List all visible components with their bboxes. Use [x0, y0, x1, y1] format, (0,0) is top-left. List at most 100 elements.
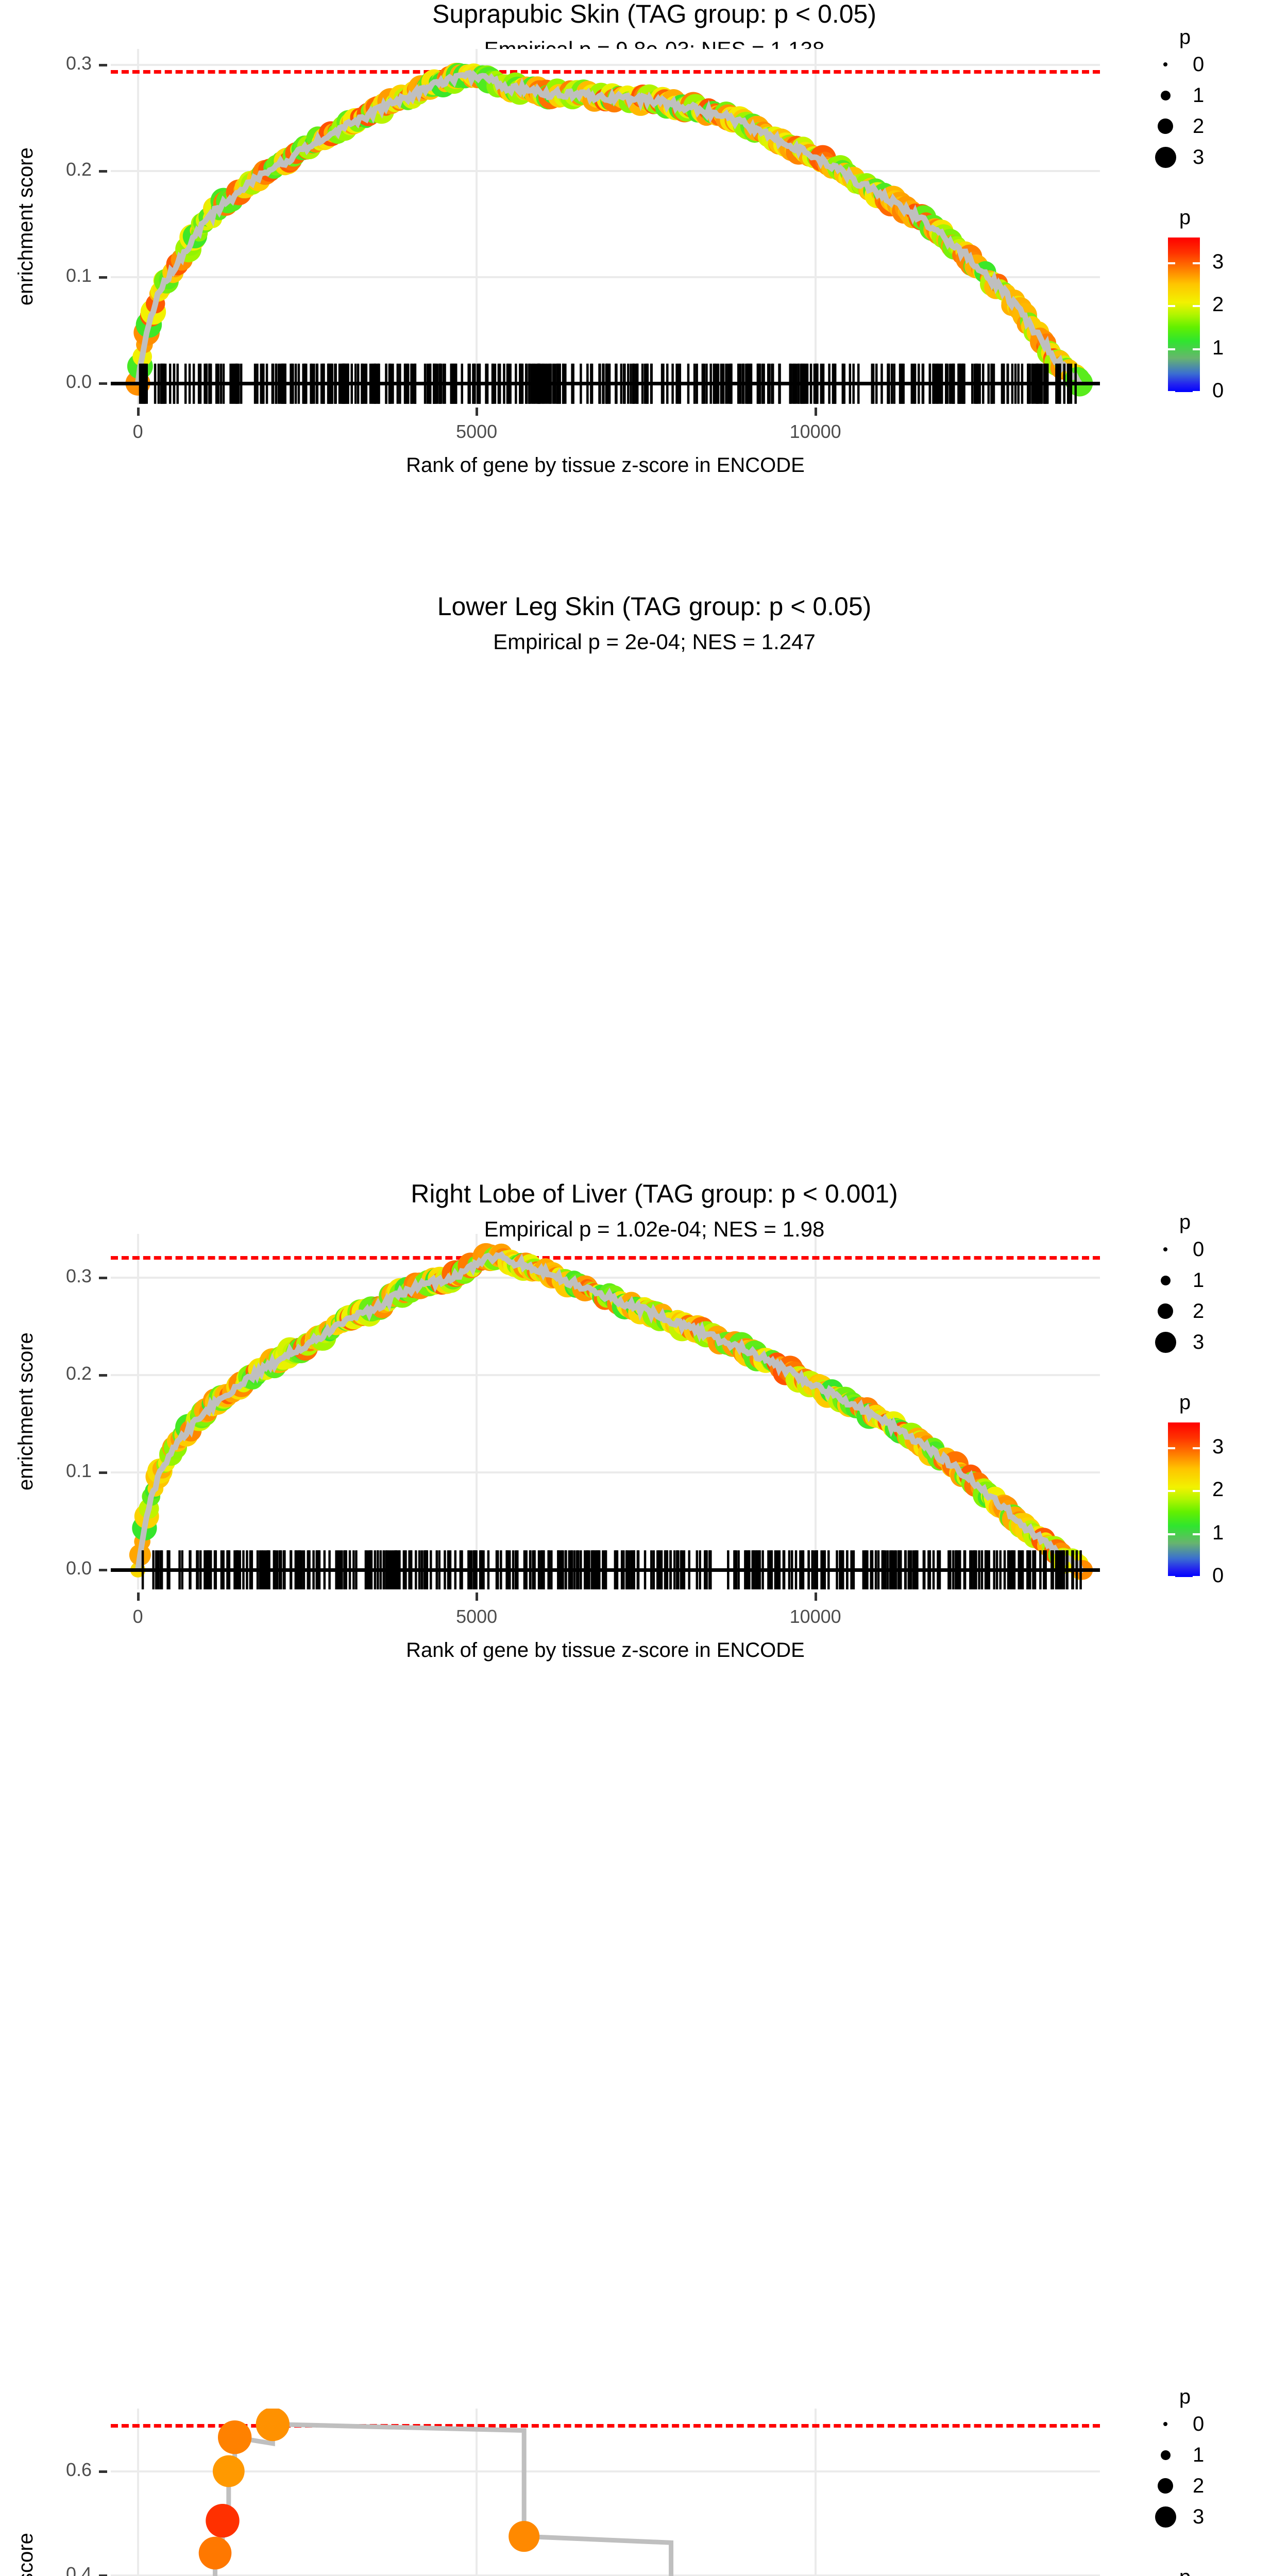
y-tick-label: 0.0: [65, 370, 92, 392]
y-tick-label: 0.4: [65, 2563, 92, 2576]
threshold-line: [111, 1256, 1100, 1260]
x-tick-label: 0: [132, 421, 143, 442]
color-legend-label: 3: [1212, 250, 1224, 273]
size-legend-dot: [1160, 2450, 1171, 2460]
gridline-vertical: [814, 49, 817, 404]
size-legend-dot: [1158, 2478, 1173, 2494]
panel-subtitle: Empirical p = 1.02e-04; NES = 1.98: [484, 1217, 825, 1241]
running-enrichment-line: [135, 1251, 1083, 1573]
color-legend-label: 0: [1212, 1564, 1224, 1587]
size-legend-title: p: [1179, 2385, 1191, 2408]
x-axis-label: Rank of gene by tissue z-score in ENCODE: [406, 454, 805, 477]
size-legend-label: 1: [1193, 1268, 1205, 1292]
color-legend-tick: [1193, 1576, 1200, 1578]
color-legend-label: 3: [1212, 1435, 1224, 1458]
gridline-vertical: [137, 1234, 139, 1589]
zero-baseline: [111, 1568, 1100, 1572]
y-tick-mark: [99, 382, 107, 385]
color-legend-label: 0: [1212, 379, 1224, 402]
color-gradient-bar: [1168, 238, 1200, 392]
size-legend-item: 2: [1146, 111, 1224, 142]
size-legend-dot: [1158, 118, 1173, 134]
size-legend-label: 0: [1193, 1238, 1205, 1261]
color-legend-tick: [1168, 391, 1175, 393]
x-axis-label: Rank of gene by tissue z-score in ENCODE: [406, 1639, 805, 1662]
color-legend-label: 1: [1212, 336, 1224, 359]
size-legend-dot: [1158, 1303, 1173, 1319]
x-tick-mark: [476, 1592, 479, 1601]
x-tick-mark: [137, 408, 140, 416]
size-legend-dot: [1160, 90, 1171, 100]
color-legend-tick: [1168, 348, 1175, 350]
y-tick-mark: [99, 1471, 107, 1475]
x-tick-mark: [137, 1592, 140, 1601]
size-legend-item: 3: [1146, 2501, 1224, 2532]
size-legend-title: p: [1179, 1211, 1191, 1233]
color-legend-label: 1: [1212, 1521, 1224, 1544]
size-legend-item: 3: [1146, 1327, 1224, 1358]
color-legend-tick: [1168, 305, 1175, 308]
color-legend-tick: [1193, 305, 1200, 308]
gridline-horizontal: [111, 63, 1100, 66]
gridline-horizontal: [111, 276, 1100, 278]
size-legend-item: 0: [1146, 2409, 1224, 2439]
gridline-horizontal: [111, 170, 1100, 172]
color-legend-label: 2: [1212, 1478, 1224, 1501]
x-tick-label: 5000: [456, 421, 498, 442]
panel-subtitle: Empirical p = 2e-04; NES = 1.247: [493, 630, 816, 654]
size-legend-label: 3: [1193, 145, 1205, 168]
size-legend-dot: [1155, 1331, 1176, 1353]
enrichment-point: [217, 2420, 252, 2454]
y-tick-label: 0.2: [65, 1363, 92, 1384]
color-legend-tick: [1168, 1533, 1175, 1535]
y-tick-mark: [99, 1569, 107, 1572]
color-legend-title: p: [1179, 206, 1191, 229]
size-legend-dot: [1163, 62, 1167, 66]
x-tick-label: 10000: [789, 1606, 841, 1627]
plot-area: [111, 1234, 1100, 1589]
size-legend-item: 3: [1146, 142, 1224, 173]
size-legend-label: 2: [1193, 114, 1205, 138]
color-legend-tick: [1193, 348, 1200, 350]
gridline-vertical: [814, 1234, 817, 1589]
gridline-vertical: [476, 1234, 478, 1589]
y-axis-label: enrichment score: [14, 2409, 38, 2576]
panel-right-lobe-of-liver: Right Lobe of Liver (TAG group: p < 0.00…: [0, 1180, 1288, 2576]
x-tick-label: 0: [132, 1606, 143, 1627]
enrichment-point: [212, 2455, 245, 2487]
size-legend-label: 3: [1193, 2505, 1205, 2528]
gridline-vertical: [137, 49, 139, 404]
size-legend-label: 0: [1193, 53, 1205, 76]
color-legend-tick: [1168, 1490, 1175, 1493]
color-legend-title: p: [1146, 2566, 1224, 2576]
size-legend-item: 2: [1146, 2470, 1224, 2501]
panel-suprapubic-skin: Suprapubic Skin (TAG group: p < 0.05)Emp…: [0, 0, 1288, 477]
color-gradient-bar: [1168, 1422, 1200, 1577]
size-legend-dot: [1155, 2506, 1176, 2528]
color-legend-tick: [1168, 262, 1175, 264]
size-legend-dot: [1163, 1247, 1167, 1251]
color-legend-tick: [1193, 391, 1200, 393]
y-tick-label: 0.1: [65, 264, 92, 286]
y-tick-label: 0.1: [65, 1460, 92, 1482]
size-legend-label: 1: [1193, 2443, 1205, 2466]
series-canvas: [129, 1243, 1093, 1589]
y-tick-label: 0.2: [65, 158, 92, 180]
y-axis-label: enrichment score: [14, 147, 37, 306]
color-legend-tick: [1168, 1576, 1175, 1578]
running-enrichment-line: [135, 70, 1082, 385]
gridline-vertical: [476, 49, 478, 404]
size-legend-label: 2: [1193, 2474, 1205, 2497]
plot-area: [111, 49, 1100, 404]
size-legend-label: 2: [1193, 1299, 1205, 1323]
gridline-horizontal: [111, 1277, 1100, 1279]
x-tick-mark: [814, 408, 817, 416]
series-canvas: [198, 2409, 674, 2576]
size-legend-dot: [1163, 2422, 1167, 2426]
color-legend-label: 2: [1212, 293, 1224, 316]
size-legend-item: 1: [1146, 1265, 1224, 1296]
panel-title: Suprapubic Skin (TAG group: p < 0.05): [432, 0, 877, 28]
